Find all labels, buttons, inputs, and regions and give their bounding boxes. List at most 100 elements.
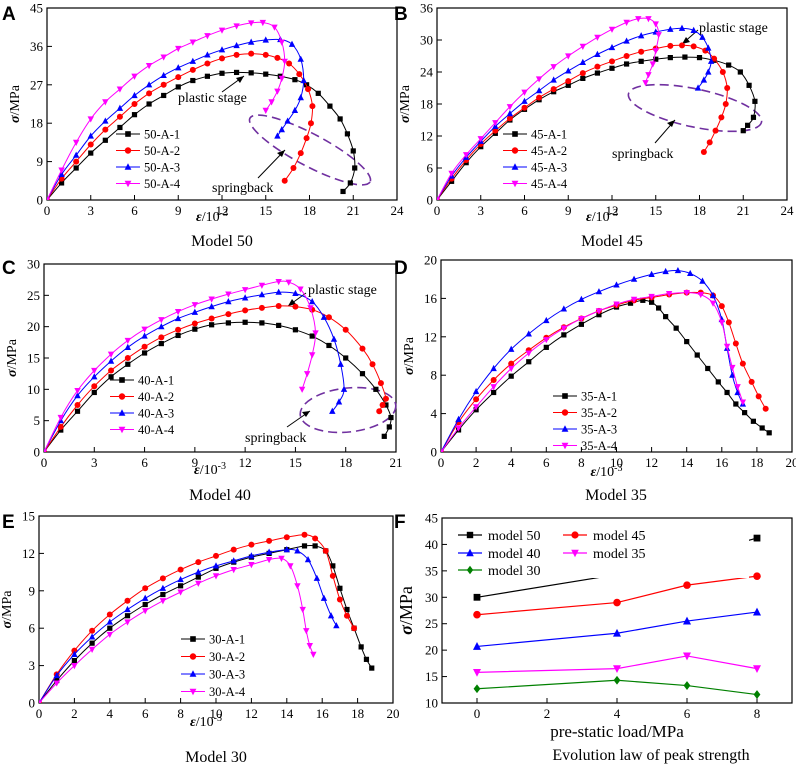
legend-marker xyxy=(189,688,197,696)
legend-item: 30-A-3 xyxy=(181,668,245,682)
data-point xyxy=(192,326,198,332)
legend-marker xyxy=(466,548,474,557)
y-tick-label: 6 xyxy=(427,161,434,176)
panel-caption: Evolution law of peak strength xyxy=(552,747,749,764)
data-point xyxy=(91,367,98,375)
data-point xyxy=(473,642,481,650)
y-tick-label: 25 xyxy=(27,288,40,303)
data-point xyxy=(89,640,95,646)
data-point xyxy=(116,86,124,93)
data-point xyxy=(472,404,480,411)
data-point xyxy=(159,575,166,582)
x-tick-label: 6 xyxy=(141,455,148,470)
data-point xyxy=(212,562,220,569)
legend-marker xyxy=(571,549,579,558)
data-point xyxy=(613,665,621,674)
data-point xyxy=(613,675,621,685)
legend-marker xyxy=(125,131,131,137)
data-point xyxy=(550,76,557,83)
panel-letter: D xyxy=(394,258,408,279)
data-point xyxy=(142,608,149,615)
legend-item: 50-A-3 xyxy=(116,161,180,175)
springback-ellipse xyxy=(627,83,763,133)
arrow-head xyxy=(236,76,244,83)
legend-label: model 35 xyxy=(593,547,646,562)
data-point xyxy=(595,308,603,315)
legend-label: 30-A-1 xyxy=(209,633,245,647)
data-point xyxy=(472,387,480,395)
data-point xyxy=(305,86,312,93)
data-point xyxy=(74,402,81,408)
data-point xyxy=(124,355,131,361)
data-point xyxy=(230,546,237,553)
data-point xyxy=(649,61,657,68)
data-point xyxy=(561,332,567,338)
data-point xyxy=(225,311,232,318)
data-point xyxy=(623,61,630,67)
data-point xyxy=(88,646,96,653)
legend-label: 35-A-2 xyxy=(581,406,617,420)
series-line xyxy=(44,291,345,452)
data-point xyxy=(492,120,499,127)
y-tick-label: 10 xyxy=(27,382,40,397)
y-tick-label: 6 xyxy=(29,621,36,636)
xlabel: ε/10-3 xyxy=(196,208,228,225)
data-point xyxy=(613,281,620,288)
legend-marker xyxy=(118,409,126,416)
data-point xyxy=(330,563,336,569)
x-tick-label: 18 xyxy=(339,455,352,470)
xlabel-unit: /10 xyxy=(196,715,214,730)
data-point xyxy=(753,572,761,580)
x-tick-label: 12 xyxy=(239,455,252,470)
data-point xyxy=(177,566,184,573)
annotation-springback: springback xyxy=(245,431,306,446)
data-point xyxy=(694,84,702,91)
data-point xyxy=(665,291,673,298)
x-tick-label: 8 xyxy=(177,706,184,721)
legend-marker xyxy=(561,425,569,432)
data-point xyxy=(281,58,288,65)
series-30-a-3 xyxy=(39,546,340,703)
data-point xyxy=(381,433,387,439)
data-point xyxy=(241,287,249,294)
legend-label: 35-A-4 xyxy=(581,439,618,453)
ylabel-symbol: σ xyxy=(402,367,417,375)
legend-label: 50-A-4 xyxy=(144,177,181,191)
data-point xyxy=(684,339,690,345)
data-point xyxy=(47,197,51,200)
data-point xyxy=(329,572,336,579)
x-tick-label: 12 xyxy=(606,203,619,218)
data-point xyxy=(208,303,215,310)
x-tick-label: 15 xyxy=(259,203,272,218)
data-point xyxy=(329,407,336,414)
data-point xyxy=(145,63,153,70)
data-point xyxy=(213,552,219,559)
panel-caption: Model 35 xyxy=(585,487,647,504)
data-point xyxy=(455,415,462,422)
series-30-a-1 xyxy=(39,543,375,703)
x-tick-label: 0 xyxy=(434,203,441,218)
data-point xyxy=(490,384,497,391)
data-point xyxy=(718,319,725,326)
data-point xyxy=(490,364,497,372)
x-tick-label: 12 xyxy=(645,455,658,470)
legend-marker xyxy=(118,393,126,400)
data-point xyxy=(490,377,497,383)
data-point xyxy=(248,552,255,559)
series-50-a-4 xyxy=(47,19,288,200)
data-point xyxy=(335,398,343,405)
data-point xyxy=(327,103,333,109)
legend-item: 35-A-1 xyxy=(553,390,617,404)
legend-marker xyxy=(561,409,569,416)
data-point xyxy=(189,39,197,46)
data-point xyxy=(750,418,756,424)
xlabel: ε/10-3 xyxy=(586,208,618,225)
legend-label: model 30 xyxy=(488,564,541,579)
data-point xyxy=(102,137,108,143)
series-model-45 xyxy=(473,572,761,619)
xlabel-unit: /10 xyxy=(200,463,218,478)
y-tick-label: 24 xyxy=(420,65,434,80)
data-point xyxy=(58,180,65,186)
data-point xyxy=(281,177,288,184)
xlabel-exponent: -3 xyxy=(614,463,622,474)
